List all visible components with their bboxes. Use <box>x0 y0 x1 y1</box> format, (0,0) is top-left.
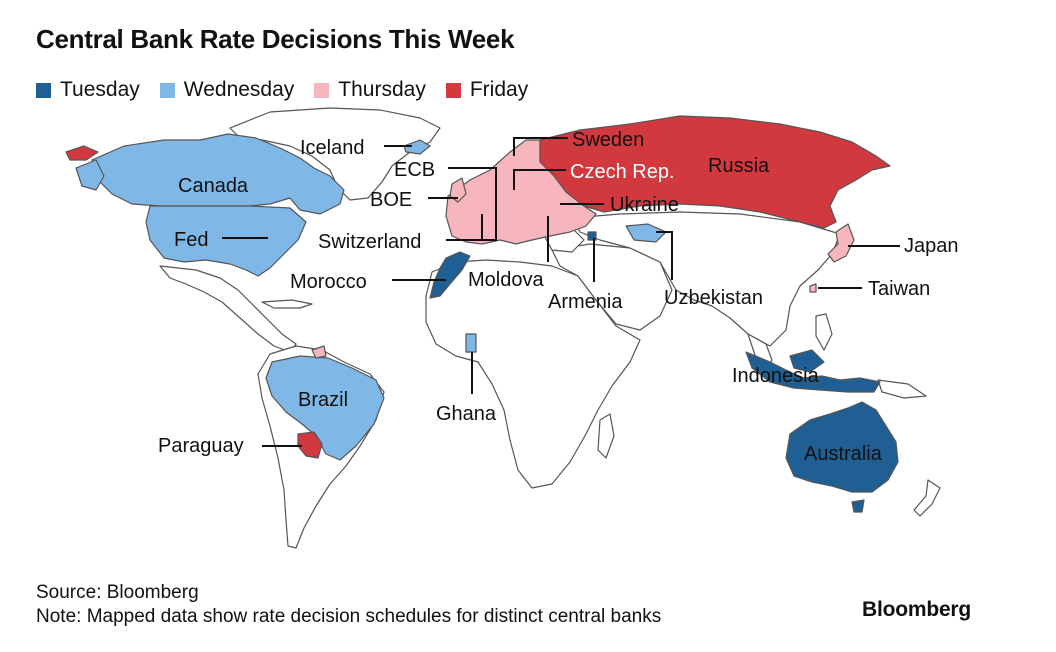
leader-uzbekistan <box>656 231 673 280</box>
borneo-region <box>789 349 825 373</box>
indonesia-region <box>745 351 881 393</box>
brazil-region <box>265 355 385 461</box>
label-switzerland: Switzerland <box>318 231 421 253</box>
legend-label-wednesday: Wednesday <box>183 78 295 101</box>
label-iceland: Iceland <box>300 137 365 159</box>
label-indonesia: Indonesia <box>732 365 820 387</box>
label-sweden: Sweden <box>572 129 644 151</box>
australia-region <box>785 401 899 493</box>
bloomberg-logo: Bloomberg <box>862 598 972 621</box>
label-brazil: Brazil <box>298 389 348 411</box>
legend-label-friday: Friday <box>469 78 529 101</box>
source-note: Source: Bloomberg <box>36 582 199 603</box>
label-ghana: Ghana <box>436 403 497 425</box>
guyana-region <box>311 345 327 359</box>
legend-swatch-friday <box>445 82 461 98</box>
legend-item-friday: Friday <box>445 78 529 102</box>
tasmania-region <box>851 499 865 513</box>
label-paraguay: Paraguay <box>158 435 244 457</box>
data-note: Note: Mapped data show rate decision sch… <box>36 606 662 627</box>
legend-item-thursday: Thursday <box>314 78 426 102</box>
label-czech: Czech Rep. <box>570 161 675 183</box>
usa-region <box>145 205 307 277</box>
label-russia: Russia <box>708 155 770 177</box>
europe-region <box>445 139 597 245</box>
ghana-region <box>465 333 477 353</box>
label-canada: Canada <box>178 175 249 197</box>
label-fed: Fed <box>174 229 208 251</box>
philippines-land <box>815 313 833 351</box>
caribbean-land <box>261 299 313 309</box>
label-boe: BOE <box>370 189 412 211</box>
africa-land <box>425 259 641 489</box>
alaska-region <box>75 159 105 191</box>
leader-switzerland <box>446 214 483 241</box>
papua-land <box>877 379 927 399</box>
legend-swatch-tuesday <box>36 82 51 98</box>
uk-region <box>449 177 467 203</box>
middle-east-land <box>551 243 673 331</box>
leader-sweden <box>513 137 568 156</box>
legend-item-tuesday: Tuesday <box>36 78 140 102</box>
asia-land <box>571 211 841 347</box>
central-america-land <box>159 265 297 353</box>
label-ecb: ECB <box>394 159 435 181</box>
iceland-region <box>403 139 431 155</box>
legend-label-tuesday: Tuesday <box>60 78 140 101</box>
leader-czech <box>513 169 566 190</box>
morocco-region <box>429 251 471 299</box>
label-armenia: Armenia <box>548 291 623 313</box>
uzbekistan-region <box>625 223 667 243</box>
taiwan-region <box>809 283 817 293</box>
new-zealand-land <box>913 479 941 517</box>
japan-region <box>827 223 855 263</box>
label-japan: Japan <box>904 235 959 257</box>
label-morocco: Morocco <box>290 271 367 293</box>
legend-item-wednesday: Wednesday <box>159 78 295 102</box>
legend-label-thursday: Thursday <box>338 78 426 101</box>
map-title: Central Bank Rate Decisions This Week <box>36 24 515 54</box>
label-moldova: Moldova <box>468 269 544 291</box>
arctic-island-region <box>65 145 99 161</box>
madagascar-land <box>597 413 615 459</box>
russia-region <box>539 115 891 229</box>
legend-swatch-wednesday <box>159 82 175 98</box>
greenland-land <box>229 107 441 201</box>
legend-swatch-thursday <box>314 82 330 98</box>
label-taiwan: Taiwan <box>868 278 930 300</box>
label-australia: Australia <box>804 443 883 465</box>
label-uzbekistan: Uzbekistan <box>664 287 763 309</box>
legend: Tuesday Wednesday Thursday Friday <box>36 78 548 102</box>
label-ukraine: Ukraine <box>610 194 679 216</box>
